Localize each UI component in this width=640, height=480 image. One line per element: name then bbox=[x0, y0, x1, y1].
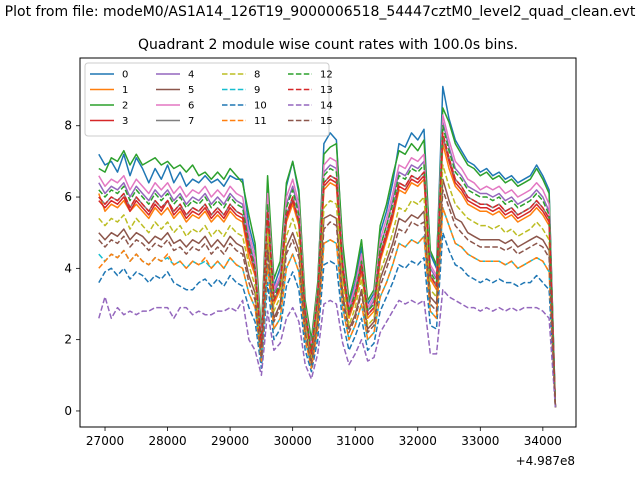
x-tick-label: 28000 bbox=[148, 434, 186, 448]
series-line-10 bbox=[98, 231, 557, 408]
legend-label-7: 7 bbox=[188, 116, 194, 127]
x-tick-label: 32000 bbox=[399, 434, 437, 448]
x-tick-label: 27000 bbox=[86, 434, 124, 448]
legend-label-5: 5 bbox=[188, 85, 194, 96]
series-line-6 bbox=[98, 114, 557, 408]
legend-label-8: 8 bbox=[254, 70, 260, 81]
legend-label-11: 11 bbox=[254, 116, 267, 127]
x-tick-label: 30000 bbox=[274, 434, 312, 448]
y-tick-label: 4 bbox=[64, 261, 72, 275]
legend-label-10: 10 bbox=[254, 101, 267, 112]
legend-label-0: 0 bbox=[122, 70, 128, 81]
series-line-0 bbox=[98, 85, 557, 408]
legend-label-1: 1 bbox=[122, 85, 128, 96]
series-lines bbox=[98, 85, 557, 408]
legend-label-6: 6 bbox=[188, 101, 194, 112]
x-tick-label: 33000 bbox=[461, 434, 499, 448]
legend-label-4: 4 bbox=[188, 70, 194, 81]
x-tick-label: 31000 bbox=[336, 434, 374, 448]
legend-label-9: 9 bbox=[254, 85, 260, 96]
series-line-1 bbox=[98, 142, 557, 408]
y-tick-label: 8 bbox=[64, 119, 72, 133]
legend-label-13: 13 bbox=[320, 85, 333, 96]
legend-label-15: 15 bbox=[320, 116, 333, 127]
y-tick-label: 6 bbox=[64, 190, 72, 204]
series-line-13 bbox=[98, 132, 557, 408]
legend-box bbox=[84, 62, 330, 137]
series-line-8 bbox=[98, 164, 557, 408]
series-line-12 bbox=[98, 124, 557, 408]
figure-suptitle: Plot from file: modeM0/AS1A14_126T19_900… bbox=[4, 4, 636, 20]
legend-label-12: 12 bbox=[320, 70, 333, 81]
series-line-11 bbox=[98, 206, 557, 408]
y-tick-label: 2 bbox=[64, 333, 72, 347]
series-line-2 bbox=[98, 107, 557, 408]
series-line-15 bbox=[98, 189, 557, 408]
chart-title: Quadrant 2 module wise count rates with … bbox=[138, 37, 518, 53]
x-offset-label: +4.987e8 bbox=[516, 454, 575, 468]
x-tick-label: 34000 bbox=[524, 434, 562, 448]
axes-frame bbox=[79, 57, 577, 428]
x-tick-label: 29000 bbox=[211, 434, 249, 448]
series-line-4 bbox=[98, 121, 557, 408]
legend-label-2: 2 bbox=[122, 101, 128, 112]
y-tick-label: 0 bbox=[64, 404, 72, 418]
legend-label-14: 14 bbox=[320, 101, 333, 112]
series-line-14 bbox=[98, 288, 557, 408]
series-line-5 bbox=[98, 178, 557, 408]
legend-label-3: 3 bbox=[122, 116, 128, 127]
series-line-3 bbox=[98, 135, 557, 408]
axis-ticks: 27000 28000 29000 30000 31000 32000 33000 34000… bbox=[64, 119, 562, 448]
